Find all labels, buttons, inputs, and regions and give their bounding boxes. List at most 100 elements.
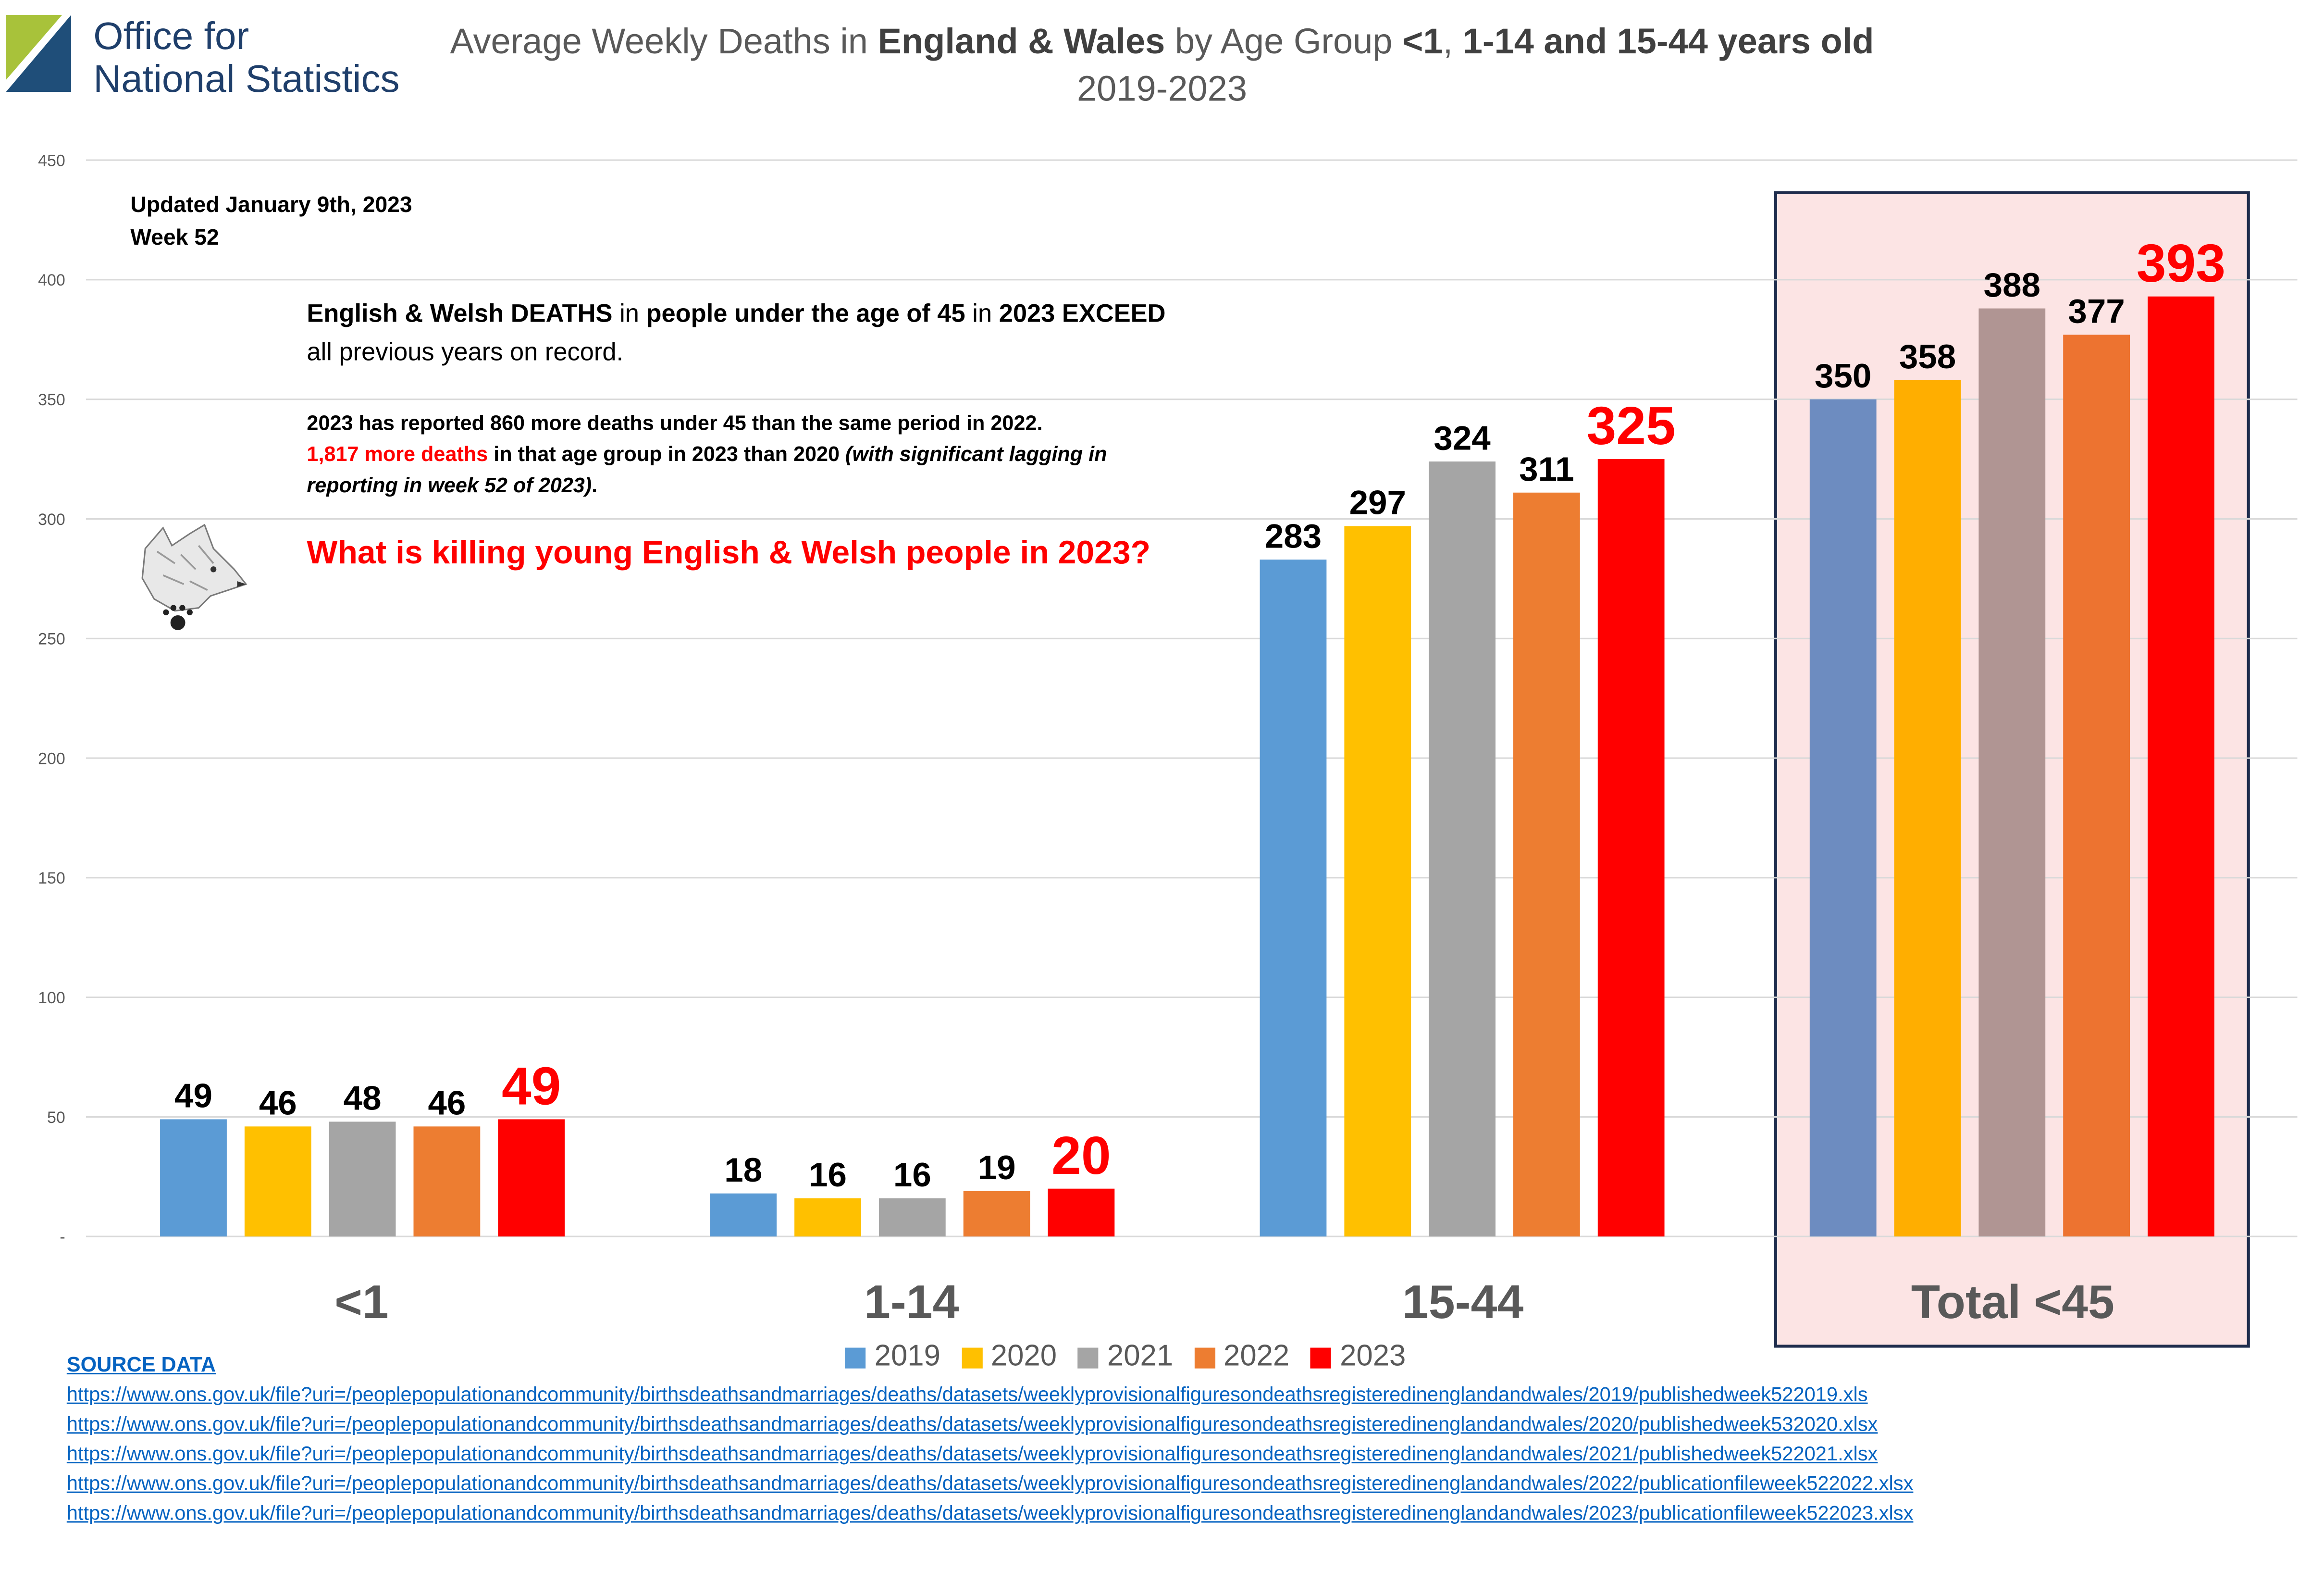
legend-item-2023: 2023 bbox=[1310, 1340, 1406, 1374]
legend-item-2020: 2020 bbox=[961, 1340, 1057, 1374]
bar-1544-2019 bbox=[1260, 560, 1327, 1237]
legend-item-2021: 2021 bbox=[1077, 1340, 1173, 1374]
y-tick-label-350: 350 bbox=[38, 391, 65, 409]
y-tick-label-250: 250 bbox=[38, 630, 65, 648]
category-label-total: Total <45 bbox=[1911, 1275, 2114, 1329]
source-link-2020[interactable]: https://www.ons.gov.uk/file?uri=/peoplep… bbox=[66, 1413, 1878, 1435]
bar-Total45-2023 bbox=[2148, 296, 2214, 1237]
bar-1-2020 bbox=[244, 1126, 311, 1237]
bar-1544-2023 bbox=[1597, 459, 1665, 1237]
bar-114-2022 bbox=[963, 1191, 1030, 1237]
chart-subtitle: 2019-2023 bbox=[1077, 69, 1248, 110]
legend-label-2021: 2021 bbox=[1107, 1340, 1174, 1373]
headline-part-3: people under the age of 45 bbox=[646, 299, 965, 328]
headline-line2: all previous years on record. bbox=[307, 338, 624, 366]
week-label: Week 52 bbox=[130, 225, 219, 251]
category-label-1-14: 1-14 bbox=[864, 1275, 959, 1329]
data-label-1-2022: 46 bbox=[428, 1084, 466, 1122]
headline-part-5: 2023 EXCEED bbox=[999, 299, 1166, 328]
y-tick-label-0: - bbox=[60, 1228, 65, 1246]
data-label-Total45-2023: 393 bbox=[2137, 233, 2225, 293]
data-label-Total45-2022: 377 bbox=[2068, 293, 2125, 331]
ons-logo-icon bbox=[6, 14, 72, 92]
headline-part-4: in bbox=[965, 299, 999, 328]
data-label-Total45-2020: 358 bbox=[1899, 338, 1956, 376]
detail-italic: (with significant lagging in reporting i… bbox=[307, 442, 1107, 497]
bar-Total45-2019 bbox=[1809, 399, 1877, 1237]
data-label-Total45-2021: 388 bbox=[1984, 266, 2040, 304]
legend-item-2019: 2019 bbox=[844, 1340, 940, 1374]
y-tick-label-150: 150 bbox=[38, 869, 65, 887]
data-label-114-2021: 16 bbox=[893, 1156, 931, 1194]
bar-114-2020 bbox=[794, 1198, 861, 1237]
y-tick-label-300: 300 bbox=[38, 511, 65, 529]
source-link-2021[interactable]: https://www.ons.gov.uk/file?uri=/peoplep… bbox=[66, 1442, 1878, 1465]
bar-1-2023 bbox=[498, 1119, 565, 1237]
bar-1544-2021 bbox=[1429, 461, 1496, 1237]
data-label-114-2023: 20 bbox=[1051, 1125, 1111, 1185]
category-label-lt1: <1 bbox=[334, 1275, 389, 1329]
data-label-1-2021: 48 bbox=[344, 1080, 382, 1118]
detail-end: . bbox=[592, 473, 598, 497]
y-tick-label-100: 100 bbox=[38, 989, 65, 1007]
y-tick-label-50: 50 bbox=[47, 1109, 65, 1127]
legend-swatch-2022 bbox=[1194, 1346, 1215, 1368]
title-part-4: <1 bbox=[1402, 22, 1443, 62]
category-label-15-44: 15-44 bbox=[1402, 1275, 1524, 1329]
detail-message: 2023 has reported 860 more deaths under … bbox=[307, 408, 1166, 501]
source-link-2022[interactable]: https://www.ons.gov.uk/file?uri=/peoplep… bbox=[66, 1472, 1914, 1495]
title-part-3: by Age Group bbox=[1165, 22, 1403, 62]
data-label-1544-2022: 311 bbox=[1519, 450, 1574, 488]
data-label-1-2023: 49 bbox=[502, 1056, 561, 1116]
headline-part-2: in bbox=[612, 299, 646, 328]
data-label-114-2019: 18 bbox=[724, 1151, 762, 1189]
bar-114-2023 bbox=[1048, 1188, 1115, 1237]
chart-title: Average Weekly Deaths in England & Wales… bbox=[0, 21, 2324, 65]
data-label-114-2022: 19 bbox=[978, 1149, 1016, 1187]
legend-swatch-2019 bbox=[844, 1346, 866, 1368]
chart-legend: 2019 2020 2021 2022 2023 bbox=[844, 1340, 1406, 1374]
legend-label-2023: 2023 bbox=[1340, 1340, 1406, 1373]
logo-text: Office for National Statistics bbox=[93, 13, 400, 101]
data-label-Total45-2019: 350 bbox=[1815, 357, 1871, 395]
bar-Total45-2021 bbox=[1978, 308, 2046, 1237]
title-part-5: , bbox=[1443, 22, 1463, 62]
legend-label-2022: 2022 bbox=[1224, 1340, 1290, 1373]
bar-1544-2020 bbox=[1344, 526, 1411, 1237]
data-label-1544-2020: 297 bbox=[1349, 484, 1406, 522]
data-label-114-2020: 16 bbox=[809, 1156, 847, 1194]
headline-part-1: English & Welsh DEATHS bbox=[307, 299, 613, 328]
bar-114-2019 bbox=[710, 1193, 777, 1237]
logo-line1: Office for bbox=[93, 13, 249, 58]
bar-1-2019 bbox=[160, 1119, 227, 1237]
legend-swatch-2021 bbox=[1077, 1346, 1099, 1368]
title-part-2: England & Wales bbox=[878, 22, 1165, 62]
source-link-2019[interactable]: https://www.ons.gov.uk/file?uri=/peoplep… bbox=[66, 1383, 1868, 1406]
y-tick-label-200: 200 bbox=[38, 749, 65, 768]
logo-line2: National Statistics bbox=[93, 56, 400, 101]
title-part-1: Average Weekly Deaths in bbox=[450, 22, 878, 62]
detail-line1: 2023 has reported 860 more deaths under … bbox=[307, 411, 1043, 435]
updated-date: Updated January 9th, 2023 bbox=[130, 192, 412, 218]
legend-label-2020: 2020 bbox=[990, 1340, 1057, 1373]
data-label-1544-2023: 325 bbox=[1587, 396, 1676, 456]
detail-red: 1,817 more deaths bbox=[307, 442, 488, 466]
title-part-6: 1-14 and 15-44 years old bbox=[1462, 22, 1874, 62]
data-label-1-2020: 46 bbox=[259, 1084, 297, 1122]
legend-label-2019: 2019 bbox=[874, 1340, 940, 1373]
legend-swatch-2023 bbox=[1310, 1346, 1331, 1368]
source-link-2023[interactable]: https://www.ons.gov.uk/file?uri=/peoplep… bbox=[66, 1502, 1914, 1524]
detail-rest: in that age group in 2023 than 2020 bbox=[488, 442, 846, 466]
update-note: Updated January 9th, 2023 Week 52 bbox=[130, 190, 412, 255]
data-label-1544-2021: 324 bbox=[1434, 419, 1491, 457]
bar-Total45-2022 bbox=[2063, 335, 2130, 1237]
source-data-heading[interactable]: SOURCE DATA bbox=[66, 1352, 216, 1376]
headline-message: English & Welsh DEATHS in people under t… bbox=[307, 295, 1165, 372]
bar-1-2022 bbox=[413, 1126, 481, 1237]
question-text: What is killing young English & Welsh pe… bbox=[307, 534, 1151, 571]
bar-114-2021 bbox=[878, 1198, 946, 1237]
y-tick-label-400: 400 bbox=[38, 271, 65, 289]
data-label-1544-2019: 283 bbox=[1265, 517, 1322, 555]
legend-swatch-2020 bbox=[961, 1346, 982, 1368]
